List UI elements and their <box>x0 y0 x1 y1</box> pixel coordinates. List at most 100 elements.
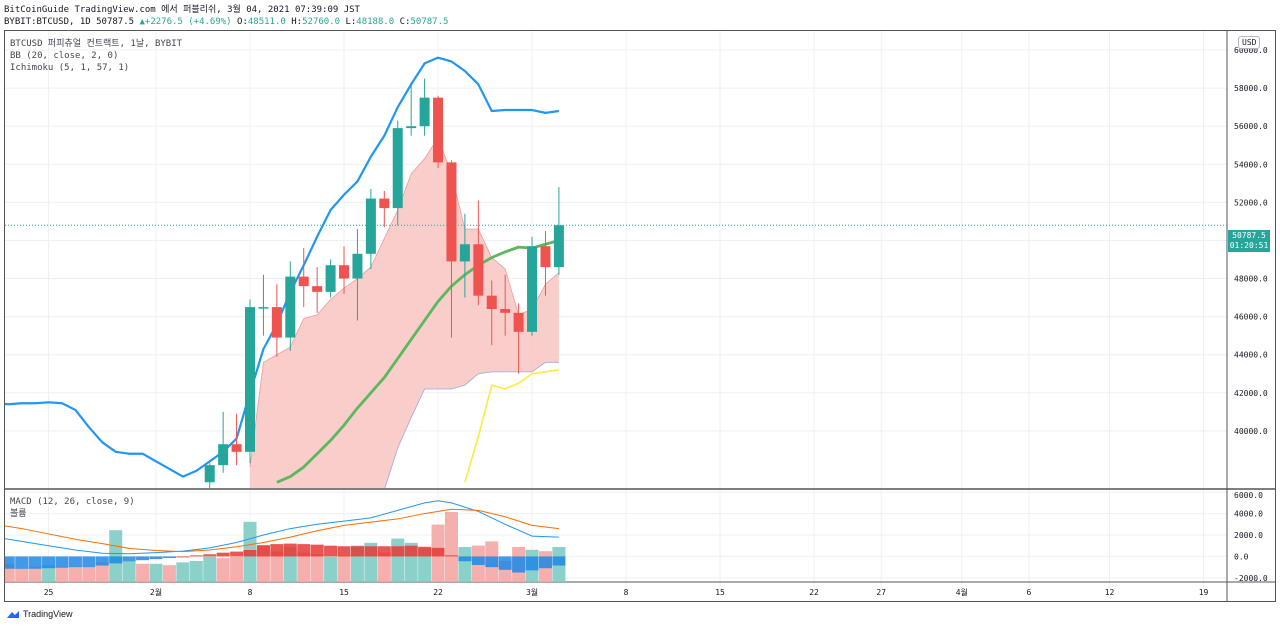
main-pane <box>5 56 1227 488</box>
legend-bb[interactable]: BB (20, close, 2, 0) <box>10 51 119 61</box>
macd-histogram-bar <box>350 546 364 557</box>
volume-bar <box>297 552 311 582</box>
macd-histogram-bar <box>243 550 257 557</box>
volume-bar <box>82 566 96 582</box>
macd-pane <box>0 500 566 582</box>
macd-histogram-bar <box>364 546 378 557</box>
volume-bar <box>377 552 391 582</box>
macd-histogram-bar <box>498 556 512 570</box>
candle-body <box>379 198 390 209</box>
candle-body <box>446 162 457 262</box>
ichimoku-cloud <box>250 137 559 488</box>
candle-body <box>285 276 296 338</box>
volume-bar <box>0 548 1 582</box>
macd-histogram-bar <box>55 556 69 568</box>
tradingview-brand[interactable]: TradingView <box>6 609 73 619</box>
volume-bar <box>15 568 29 582</box>
volume-bar <box>136 563 150 582</box>
y-tick-label: 58000.0 <box>1234 84 1268 93</box>
volume-bar <box>444 512 458 582</box>
ichimoku-lead-line <box>464 369 560 483</box>
x-tick-label: 15 <box>339 588 349 597</box>
candle-body <box>392 128 403 209</box>
macd-histogram-bar <box>377 546 391 557</box>
macd-histogram-bar <box>256 545 270 557</box>
close-value: 50787.5 <box>410 17 449 27</box>
high-label: H: <box>291 17 303 27</box>
volume-bar <box>68 566 82 582</box>
legend-volume[interactable]: 볼륨 <box>10 509 27 519</box>
macd-histogram-bar <box>109 556 123 564</box>
candle-body <box>419 97 430 127</box>
symbol-ohlc-line: BYBIT:BTCUSD, 1D 50787.5 ▲+2276.5 (+4.69… <box>4 17 448 28</box>
symbol-label: BYBIT:BTCUSD, 1D <box>4 17 91 27</box>
macd-histogram-bar <box>176 556 190 558</box>
macd-histogram-bar <box>203 554 217 557</box>
candle-body <box>352 253 363 279</box>
macd-histogram-bar <box>458 556 472 562</box>
macd-histogram-bar <box>82 556 96 568</box>
macd-histogram-bar <box>391 546 405 557</box>
x-tick-label: 6 <box>1027 588 1032 597</box>
legend-ichimoku[interactable]: Ichimoku (5, 1, 57, 1) <box>10 63 130 73</box>
candle-body <box>540 246 551 268</box>
macd-series-line <box>5 500 559 555</box>
macd-series-line <box>5 508 559 553</box>
candle-body <box>527 246 538 332</box>
volume-bar <box>324 556 338 582</box>
x-tick-label: 2월 <box>150 587 162 597</box>
x-tick-label: 22 <box>809 588 819 597</box>
last-price-tag: 50787.5 01:20:51 <box>1228 230 1270 252</box>
candle-body <box>473 244 484 296</box>
volume-bar <box>189 561 203 582</box>
volume-bar <box>176 562 190 582</box>
macd-histogram-bar <box>15 556 29 569</box>
volume-bar <box>109 530 123 582</box>
x-tick-label: 8 <box>624 588 629 597</box>
y-tick-label: 56000.0 <box>1234 122 1268 131</box>
last-price-tag-value: 50787.5 <box>1232 231 1266 240</box>
bar-countdown: 01:20:51 <box>1229 241 1269 250</box>
volume-bar <box>337 555 351 582</box>
y-tick-label: 40000.0 <box>1234 427 1268 436</box>
candle-body <box>406 126 417 129</box>
open-value: 48511.0 <box>247 17 286 27</box>
x-tick-label: 3월 <box>526 587 538 597</box>
macd-histogram-bar <box>136 556 150 561</box>
macd-histogram-bar <box>95 556 109 566</box>
y-tick-label: 42000.0 <box>1234 389 1268 398</box>
legend-title: BTCUSD 퍼피츄얼 컨트랙트, 1날, BYBIT <box>10 39 183 49</box>
tradingview-logo-icon <box>7 610 19 618</box>
volume-bar <box>458 547 472 582</box>
close-label: C: <box>399 17 411 27</box>
macd-histogram-bar <box>297 544 311 557</box>
macd-histogram-bar <box>418 546 432 557</box>
volume-bar <box>216 558 230 582</box>
candle-body <box>553 225 564 268</box>
x-tick-label: 25 <box>44 588 54 597</box>
candle-body <box>513 312 524 332</box>
macd-histogram-bar <box>538 556 552 569</box>
candle-body <box>339 265 350 279</box>
candle-body <box>365 198 376 254</box>
macd-y-tick-label: 4000.0 <box>1234 510 1263 519</box>
x-tick-label: 4월 <box>956 587 968 597</box>
macd-histogram-bar <box>5 556 15 569</box>
legend-macd[interactable]: MACD (12, 26, close, 9) <box>10 497 135 507</box>
high-value: 52760.0 <box>302 17 341 27</box>
macd-histogram-bar <box>404 545 418 557</box>
brand-label: TradingView <box>23 609 73 619</box>
x-tick-label: 8 <box>248 588 253 597</box>
publish-info: BitCoinGuide TradingView.com 에서 퍼블리쉬, 3월… <box>4 5 360 15</box>
candle-body <box>298 276 309 287</box>
macd-histogram-bar <box>310 544 324 557</box>
macd-histogram-bar <box>444 555 458 557</box>
y-tick-label: 44000.0 <box>1234 351 1268 360</box>
candle-body <box>325 265 336 292</box>
currency-button[interactable]: USD <box>1238 36 1261 49</box>
macd-histogram-bar <box>283 543 297 557</box>
y-tick-label: 46000.0 <box>1234 313 1268 322</box>
change-arrow-icon: ▲ <box>139 17 145 27</box>
y-tick-label: 48000.0 <box>1234 275 1268 284</box>
